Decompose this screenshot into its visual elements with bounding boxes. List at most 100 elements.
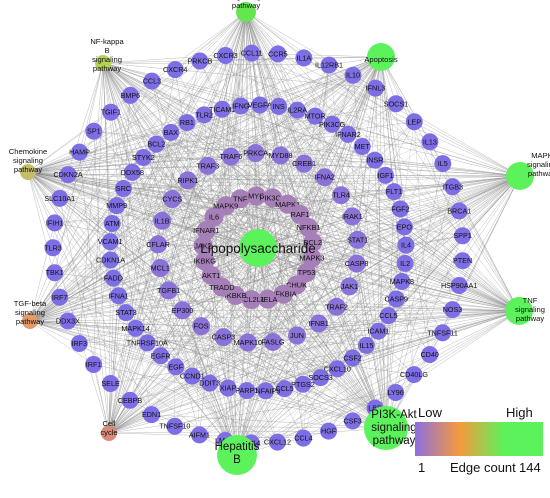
gene-node-irf7[interactable]: IRF7 [51, 288, 69, 306]
gene-node-cxcr4[interactable]: CXCR4 [163, 61, 187, 79]
gene-node-nos3[interactable]: NOS3 [443, 301, 463, 319]
gene-node-cdkn2a[interactable]: CDKN2A [53, 166, 83, 184]
gene-node-ifna1[interactable]: IFNA1 [108, 287, 129, 305]
gene-node-myd88[interactable]: MYD88 [269, 146, 293, 165]
gene-node-xiap[interactable]: XIAP [219, 379, 237, 397]
gene-node-cxcl12[interactable]: CXCL12 [264, 433, 291, 451]
gene-node-tnfsf10[interactable]: TNFSF10 [159, 417, 190, 435]
gene-node-akt1[interactable]: AKT1 [201, 265, 221, 285]
gene-node-faslg[interactable]: FASLG [261, 332, 285, 351]
gene-node-fadd[interactable]: FADD [104, 269, 123, 287]
gene-node-cxcr3[interactable]: CXCR3 [213, 46, 238, 64]
gene-node-tnf[interactable]: TNF [230, 189, 250, 209]
gene-node-casp9[interactable]: CASP9 [384, 290, 408, 308]
gene-node-ccl11[interactable]: CCL11 [241, 44, 263, 62]
gene-node-pik3ca[interactable]: PIK3CA [259, 188, 286, 208]
gene-node-ddx3x[interactable]: DDX3X [56, 312, 80, 330]
gene-node-prkcb[interactable]: PRKCB [188, 52, 213, 70]
gene-node-cebpb[interactable]: CEBPB [118, 391, 143, 409]
gene-node-mapk9[interactable]: MAPK9 [213, 196, 238, 216]
gene-node-tgif1[interactable]: TGIF1 [101, 103, 121, 121]
gene-node-irf1[interactable]: IRF1 [85, 355, 103, 373]
gene-node-mcl1[interactable]: MCL1 [151, 259, 170, 278]
gene-node-mapk3[interactable]: MAPK3 [299, 248, 324, 268]
gene-node-nfkb1[interactable]: NFKB1 [297, 218, 321, 238]
gene-node-met[interactable]: MET [353, 137, 371, 155]
gene-node-prkca[interactable]: PRKCA [243, 144, 268, 163]
gene-node-ifnl3[interactable]: IFNL3 [366, 79, 386, 97]
gene-node-casp8[interactable]: CASP8 [345, 254, 369, 273]
center-node[interactable]: Lipopolysaccharide [200, 229, 316, 267]
gene-node-bcl2[interactable]: BCL2 [147, 135, 165, 153]
gene-node-ccl4[interactable]: CCL4 [294, 429, 313, 447]
gene-node-brca1[interactable]: BRCA1 [447, 202, 471, 220]
gene-node-myc[interactable]: MYC [246, 186, 266, 206]
gene-node-ptgs2[interactable]: PTGS2 [291, 375, 315, 393]
gene-node-sele[interactable]: SELE [101, 375, 120, 393]
gene-node-irak1[interactable]: IRAK1 [342, 207, 363, 226]
gene-node-tnfsf11[interactable]: TNFSF11 [427, 324, 458, 342]
gene-node-cd40[interactable]: CD40 [420, 346, 439, 364]
gene-node-cflar[interactable]: CFLAR [146, 235, 170, 254]
pathway-node-jak[interactable]: JAK-STATsignalingpathway [229, 0, 264, 22]
gene-node-tlr3[interactable]: TLR3 [44, 239, 62, 257]
gene-node-stat1[interactable]: STAT1 [347, 230, 368, 249]
gene-node-vegfa[interactable]: VEGFA [248, 96, 272, 114]
gene-node-styk2[interactable]: STYK2 [132, 149, 155, 167]
gene-node-lep[interactable]: LEP [405, 113, 423, 131]
gene-node-bmp6[interactable]: BMP6 [121, 86, 141, 104]
gene-node-traf6[interactable]: TRAF6 [219, 147, 242, 166]
gene-node-ripk1[interactable]: RIPK1 [177, 171, 198, 190]
gene-node-igf1[interactable]: IGF1 [376, 166, 394, 184]
gene-node-fgf2[interactable]: FGF2 [391, 200, 410, 218]
gene-node-edn1[interactable]: EDN1 [142, 406, 161, 424]
gene-node-epo[interactable]: EPO [395, 218, 413, 236]
gene-node-ifih1[interactable]: IFIH1 [46, 214, 64, 232]
gene-node-mmp9[interactable]: MMP9 [106, 197, 127, 215]
gene-node-sp1[interactable]: SP1 [85, 122, 103, 140]
gene-node-irf3[interactable]: IRF3 [70, 335, 88, 353]
gene-node-jun[interactable]: JUN [288, 326, 307, 345]
gene-node-ifnb1[interactable]: IFNB1 [309, 314, 329, 333]
gene-node-fos[interactable]: FOS [192, 317, 211, 336]
gene-node-spp1[interactable]: SPP1 [453, 227, 472, 245]
gene-node-tgfb1[interactable]: TGFB1 [157, 281, 180, 300]
gene-node-il12rb1[interactable]: IL12RB1 [315, 56, 343, 74]
gene-node-il1b[interactable]: IL1B [153, 211, 172, 230]
gene-node-csf3[interactable]: CSF3 [343, 412, 362, 430]
gene-node-nfkbia[interactable]: NFKBIA [270, 284, 297, 304]
gene-node-mapk8[interactable]: MAPK8 [390, 272, 414, 290]
gene-node-hamp[interactable]: HAMP [69, 143, 90, 161]
gene-node-jak2[interactable]: JAK2 [193, 236, 213, 256]
gene-node-tbk1[interactable]: TBK1 [46, 264, 64, 282]
gene-node-ddit3[interactable]: DDIT3 [199, 374, 220, 392]
gene-node-csf2[interactable]: CSF2 [343, 349, 362, 367]
gene-node-ddx58[interactable]: DDX58 [121, 163, 144, 181]
gene-node-ikbkb[interactable]: IKBKB [225, 286, 247, 306]
gene-node-tlr2[interactable]: TLR2 [195, 106, 213, 124]
gene-node-atm[interactable]: ATM [103, 214, 121, 232]
gene-node-il13[interactable]: IL13 [421, 133, 439, 151]
gene-node-ccr5[interactable]: CCR5 [268, 45, 288, 63]
gene-node-traf2[interactable]: TRAF2 [325, 297, 348, 316]
gene-node-ly96[interactable]: LY96 [387, 383, 405, 401]
gene-node-cdkn1a[interactable]: CDKN1A [96, 251, 125, 269]
gene-node-ifna2[interactable]: IFNA2 [315, 168, 335, 187]
gene-node-rb1[interactable]: RB1 [178, 114, 196, 132]
gene-node-hgf[interactable]: HGF [320, 422, 338, 440]
gene-node-il10[interactable]: IL10 [344, 66, 362, 84]
gene-node-bax[interactable]: BAX [162, 123, 180, 141]
gene-node-mapk10[interactable]: MAPK10 [234, 333, 262, 352]
gene-node-insr[interactable]: INSR [366, 151, 383, 169]
gene-node-pten[interactable]: PTEN [453, 252, 472, 270]
gene-node-ccnd1[interactable]: CCND1 [180, 367, 205, 385]
gene-node-ep300[interactable]: EP300 [172, 301, 194, 320]
pathway-node-mapk[interactable]: MAPKsignalingpathway [506, 151, 550, 190]
gene-node-rela[interactable]: RELA [258, 289, 278, 309]
gene-node-itgb3[interactable]: ITGB3 [442, 178, 463, 196]
gene-node-socs1[interactable]: SOCS1 [384, 95, 408, 113]
